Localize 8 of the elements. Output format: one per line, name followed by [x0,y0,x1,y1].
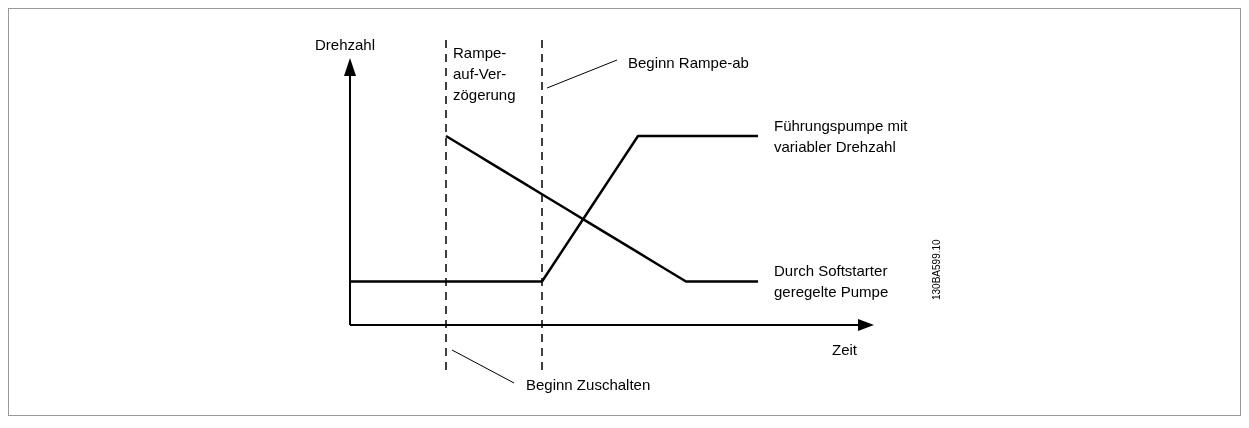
text: Rampe- auf-Ver- zögerung [453,44,516,103]
text: Beginn Rampe-ab [628,54,749,71]
text: Beginn Zuschalten [526,376,651,393]
series-label: Führungspumpe mit variabler Drehzahl [774,116,909,155]
x-axis-title: Zeit [832,341,858,358]
text: Drehzahl [315,36,376,53]
text: 130BA599.10 [931,238,942,300]
series-label: Durch Softstarter geregelte Pumpe [774,262,889,301]
